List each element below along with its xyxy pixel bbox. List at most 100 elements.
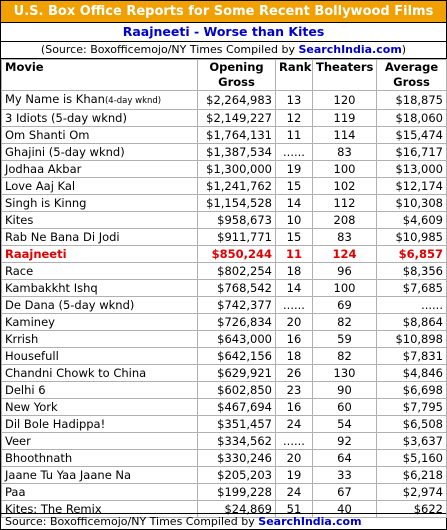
movie-cell-text: De Dana (5-day wknd) [5, 298, 135, 312]
opening-gross-cell-text: $330,246 [217, 451, 272, 465]
movie-cell-text: Ghajini (5-day wknd) [5, 145, 125, 159]
opening-gross-cell: $1,241,762 [197, 177, 276, 195]
col-theaters: Theaters [312, 59, 377, 75]
theaters-cell: 64 [312, 449, 377, 467]
opening-gross-cell: $642,156 [197, 347, 276, 365]
rank-cell-text: ...... [283, 434, 305, 448]
theaters-cell-text: 59 [337, 332, 352, 346]
theaters-cell: 102 [312, 177, 377, 195]
opening-gross-cell: $467,694 [197, 398, 276, 416]
table-row: Paa $199,228 24 67 $2,974 [1, 483, 447, 501]
opening-gross-cell: $1,300,000 [197, 160, 276, 178]
movie-cell-text: Kambakkht Ishq [5, 281, 98, 295]
opening-gross-cell: $911,771 [197, 228, 276, 246]
opening-gross-cell: $1,387,534 [197, 143, 276, 161]
opening-gross-cell-text: $2,149,227 [206, 111, 272, 125]
movie-cell-text: Kites: The Remix [5, 502, 102, 516]
rank-cell: 13 [275, 90, 313, 110]
col-opening-gross: Gross [197, 75, 276, 91]
average-gross-cell-text: $10,985 [395, 230, 443, 244]
table-header-row-2: Gross Gross [1, 75, 447, 91]
table-row: Veer $334,562...... 92 $3,637 [1, 432, 447, 450]
movie-cell: Dil Bole Hadippa! [1, 415, 198, 433]
rank-cell-text: ...... [283, 145, 305, 159]
average-gross-cell-text: ...... [421, 298, 443, 312]
opening-gross-cell-text: $205,203 [217, 468, 272, 482]
table-row: Bhoothnath $330,246 20 64 $5,160 [1, 449, 447, 467]
movie-cell: Kaminey [1, 313, 198, 331]
average-gross-cell: $16,717 [376, 143, 447, 161]
average-gross-cell-text: $3,637 [402, 434, 443, 448]
opening-gross-cell-text: $199,228 [217, 485, 272, 499]
theaters-cell-text: 82 [337, 349, 352, 363]
theaters-cell-text: 96 [337, 264, 352, 278]
average-gross-cell-text: $13,000 [395, 162, 443, 176]
opening-gross-cell-text: $643,000 [217, 332, 272, 346]
movie-cell: Veer [1, 432, 198, 450]
average-gross-cell-text: $18,875 [395, 93, 443, 107]
rank-cell-text: 15 [286, 230, 302, 244]
movie-cell-text: Race [5, 264, 34, 278]
movie-cell-text: Housefull [5, 349, 59, 363]
average-gross-cell: ...... [376, 296, 447, 314]
opening-gross-cell: $850,244 [197, 245, 276, 263]
opening-gross-cell-text: $629,921 [217, 366, 272, 380]
movie-cell: My Name is Khan(4-day wknd) [1, 90, 198, 110]
rank-cell-text: 11 [285, 247, 302, 261]
opening-gross-cell-text: $24,869 [224, 502, 272, 516]
theaters-cell: 119 [312, 109, 377, 127]
movie-cell-text: Jaane Tu Yaa Jaane Na [5, 468, 132, 482]
movie-cell-text: Om Shanti Om [5, 128, 90, 142]
opening-gross-cell-text: $351,457 [217, 417, 272, 431]
theaters-cell-text: 124 [332, 247, 357, 261]
table-row: My Name is Khan(4-day wknd) $2,264,983 13 1… [1, 90, 447, 110]
movie-cell: Rab Ne Bana Di Jodi [1, 228, 198, 246]
theaters-cell: 59 [312, 330, 377, 348]
average-gross-cell: $13,000 [376, 160, 447, 178]
theaters-cell-text: 112 [333, 196, 356, 210]
rank-cell: 11 [275, 245, 313, 263]
rank-cell: 23 [275, 381, 313, 399]
theaters-cell: 96 [312, 262, 377, 280]
opening-gross-cell-text: $742,377 [217, 298, 272, 312]
average-gross-cell: $4,609 [376, 211, 447, 229]
source-brand: SearchIndia.com [298, 43, 402, 56]
rank-cell-text: 13 [286, 93, 302, 107]
theaters-cell-text: 102 [333, 179, 356, 193]
theaters-cell: 120 [312, 90, 377, 110]
average-gross-cell-text: $6,698 [402, 383, 443, 397]
average-gross-cell-text: $7,831 [402, 349, 443, 363]
movie-cell: Race [1, 262, 198, 280]
movie-cell-text: Paa [5, 485, 26, 499]
theaters-cell-text: 54 [337, 417, 352, 431]
opening-gross-cell: $643,000 [197, 330, 276, 348]
movie-cell-text: Singh is Kinng [5, 196, 87, 210]
rank-cell: 19 [275, 160, 313, 178]
movie-cell-text: My Name is Khan [5, 92, 105, 106]
rank-cell-text: 51 [286, 502, 302, 516]
movie-cell: Jodhaa Akbar [1, 160, 198, 178]
average-gross-cell-text: $2,974 [402, 485, 443, 499]
rank-cell-text: 18 [286, 264, 302, 278]
average-gross-cell-text: $7,795 [402, 400, 443, 414]
theaters-cell: 82 [312, 347, 377, 365]
average-gross-cell: $7,685 [376, 279, 447, 297]
table-row: Delhi 6 $602,850 23 90 $6,698 [1, 381, 447, 399]
table-row: Race $802,254 18 96 $8,356 [1, 262, 447, 280]
opening-gross-cell-text: $911,771 [217, 230, 272, 244]
col-movie-blank [1, 75, 198, 91]
table-row: Ghajini (5-day wknd) $1,387,534...... 83 $1… [1, 143, 447, 161]
table-row: Housefull $642,156 18 82 $7,831 [1, 347, 447, 365]
theaters-cell: 54 [312, 415, 377, 433]
theaters-cell: 112 [312, 194, 377, 212]
movie-cell: Jaane Tu Yaa Jaane Na [1, 466, 198, 484]
theaters-cell-text: 130 [333, 366, 356, 380]
average-gross-cell-text: $10,308 [395, 196, 443, 210]
average-gross-cell: $4,846 [376, 364, 447, 382]
col-average: Average [376, 59, 447, 75]
movie-note: (4-day wknd) [104, 96, 162, 106]
average-gross-cell-text: $4,609 [402, 213, 443, 227]
theaters-cell-text: 83 [337, 145, 352, 159]
rank-cell: ...... [275, 432, 313, 450]
